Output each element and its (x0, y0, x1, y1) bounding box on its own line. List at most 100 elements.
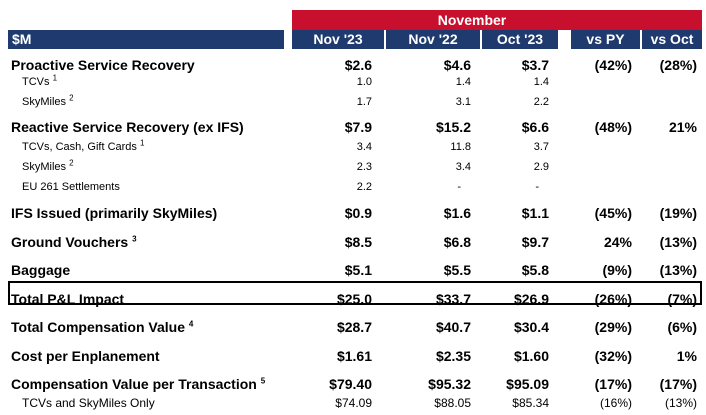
cell-nov-22: 3.1 (455, 96, 471, 108)
footnote-marker: 5 (260, 376, 266, 386)
cell-vs-py: (17%) (594, 376, 632, 392)
cell-vs-oct: (19%) (659, 205, 697, 221)
cell-nov-23: 2.3 (356, 161, 372, 173)
cell-nov-23: $25.0 (336, 291, 372, 307)
cell-vs-py: (45%) (594, 205, 632, 221)
table-row: SkyMiles 2 2.3 3.4 2.9 (0, 159, 706, 179)
cell-nov-23: $1.61 (336, 348, 372, 364)
cell-nov-23: $5.1 (344, 262, 372, 278)
row-label: Baggage (11, 262, 70, 278)
cell-oct-23: 2.9 (533, 161, 549, 173)
cell-oct-23: $6.6 (521, 119, 549, 135)
cell-nov-23: $2.6 (344, 57, 372, 73)
cell-vs-oct: (13%) (664, 396, 697, 410)
cell-vs-oct: (7%) (667, 291, 697, 307)
cell-oct-23: $3.7 (521, 57, 549, 73)
row-label: Compensation Value per Transaction 5 (11, 376, 265, 392)
cell-vs-oct: (6%) (667, 319, 697, 335)
cell-nov-23: 1.7 (356, 96, 372, 108)
row-label-text: Total P&L Impact (11, 291, 125, 307)
cell-vs-oct: 21% (668, 119, 697, 135)
row-label-text: TCVs (22, 76, 50, 88)
row-label: SkyMiles 2 (22, 93, 74, 108)
cell-vs-oct: 1% (676, 348, 697, 364)
cell-nov-23: $0.9 (344, 205, 372, 221)
row-label: TCVs 1 (22, 73, 58, 88)
cell-vs-py: (26%) (594, 291, 632, 307)
footnote-marker: 1 (52, 73, 58, 83)
cell-nov-22: 11.8 (450, 141, 471, 153)
row-label-text: IFS Issued (primarily SkyMiles) (11, 205, 218, 221)
table-row: Cost per Enplanement $1.61 $2.35 $1.60 (32%)… (0, 348, 706, 366)
row-label: SkyMiles 2 (22, 159, 74, 173)
cell-oct-23: $85.34 (512, 396, 549, 410)
cell-nov-23: $74.09 (335, 396, 372, 410)
cell-vs-py: 24% (603, 234, 632, 250)
cell-oct-23: $95.09 (506, 376, 549, 392)
total-pl-outline (8, 281, 702, 305)
units-header: $M (8, 30, 284, 49)
cell-oct-23: $9.7 (521, 234, 549, 250)
table-row: Proactive Service Recovery $2.6 $4.6 $3.7 (4… (0, 57, 706, 75)
row-label-text: Proactive Service Recovery (11, 57, 195, 73)
cell-nov-23: $28.7 (336, 319, 372, 335)
cell-nov-22: 3.4 (455, 161, 471, 173)
row-label: Total Compensation Value 4 (11, 319, 193, 335)
row-label-text: Cost per Enplanement (11, 348, 160, 364)
cell-nov-22: $15.2 (435, 119, 471, 135)
footnote-marker: 1 (139, 138, 145, 148)
row-label-text: EU 261 Settlements (22, 181, 120, 193)
row-label: IFS Issued (primarily SkyMiles) (11, 205, 217, 221)
cell-vs-oct: (28%) (659, 57, 697, 73)
table-row: Baggage $5.1 $5.5 $5.8 (9%) (13%) (0, 262, 706, 280)
cell-nov-22: 1.4 (455, 76, 471, 88)
cell-oct-23: $5.8 (521, 262, 549, 278)
footnote-marker: 4 (188, 319, 194, 329)
cell-vs-py: (32%) (594, 348, 632, 364)
cell-oct-23: 2.2 (533, 96, 549, 108)
footnote-marker: 3 (132, 234, 137, 244)
cell-oct-23: $1.60 (513, 348, 549, 364)
cell-nov-23: 1.0 (356, 76, 372, 88)
cell-nov-22: $5.5 (443, 262, 471, 278)
cell-vs-oct: (13%) (659, 234, 697, 250)
footnote-marker: 2 (69, 93, 74, 103)
row-label: TCVs and SkyMiles Only (22, 396, 155, 410)
table-row: TCVs 1 1.0 1.4 1.4 (0, 73, 706, 94)
cell-vs-py: (9%) (602, 262, 632, 278)
col-header-oct-23: Oct '23 (482, 30, 558, 49)
cell-vs-py: (29%) (594, 319, 632, 335)
row-label-text: Baggage (11, 262, 71, 278)
row-label-text: SkyMiles (22, 161, 67, 173)
november-header-bar (292, 10, 702, 30)
cell-nov-22: $95.32 (428, 376, 471, 392)
row-label-text: SkyMiles (22, 96, 67, 108)
row-label: Proactive Service Recovery (11, 57, 195, 73)
row-label: EU 261 Settlements (22, 181, 120, 193)
cell-nov-22: $40.7 (435, 319, 471, 335)
cell-nov-23: $8.5 (344, 234, 372, 250)
row-label-text: Total Compensation Value (11, 319, 185, 335)
table-row: IFS Issued (primarily SkyMiles) $0.9 $1.6 $… (0, 205, 706, 223)
cell-oct-23: $30.4 (513, 319, 549, 335)
row-label-text: Ground Vouchers (11, 234, 129, 250)
col-header-nov-22: Nov '22 (386, 30, 480, 49)
cell-oct-23: - (535, 181, 539, 193)
cell-vs-py: (42%) (594, 57, 632, 73)
cell-nov-22: $88.05 (434, 396, 471, 410)
table-row: Total Compensation Value 4 $28.7 $40.7 $30.… (0, 319, 706, 337)
cell-nov-23: 2.2 (356, 181, 372, 193)
cell-nov-22: $4.6 (443, 57, 471, 73)
table-row: TCVs, Cash, Gift Cards 1 3.4 11.8 3.7 (0, 138, 706, 159)
row-label: Reactive Service Recovery (ex IFS) (11, 119, 244, 135)
cell-nov-22: $2.35 (435, 348, 471, 364)
cell-nov-23: $79.40 (329, 376, 372, 392)
cell-nov-22: $1.6 (443, 205, 471, 221)
cell-nov-22: - (457, 181, 461, 193)
cell-oct-23: $1.1 (521, 205, 549, 221)
cell-vs-py: (16%) (599, 396, 632, 410)
cell-vs-oct: (13%) (659, 262, 697, 278)
row-label-text: TCVs, Cash, Gift Cards (22, 141, 137, 153)
cell-oct-23: $26.9 (513, 291, 549, 307)
cell-nov-23: 3.4 (356, 141, 372, 153)
